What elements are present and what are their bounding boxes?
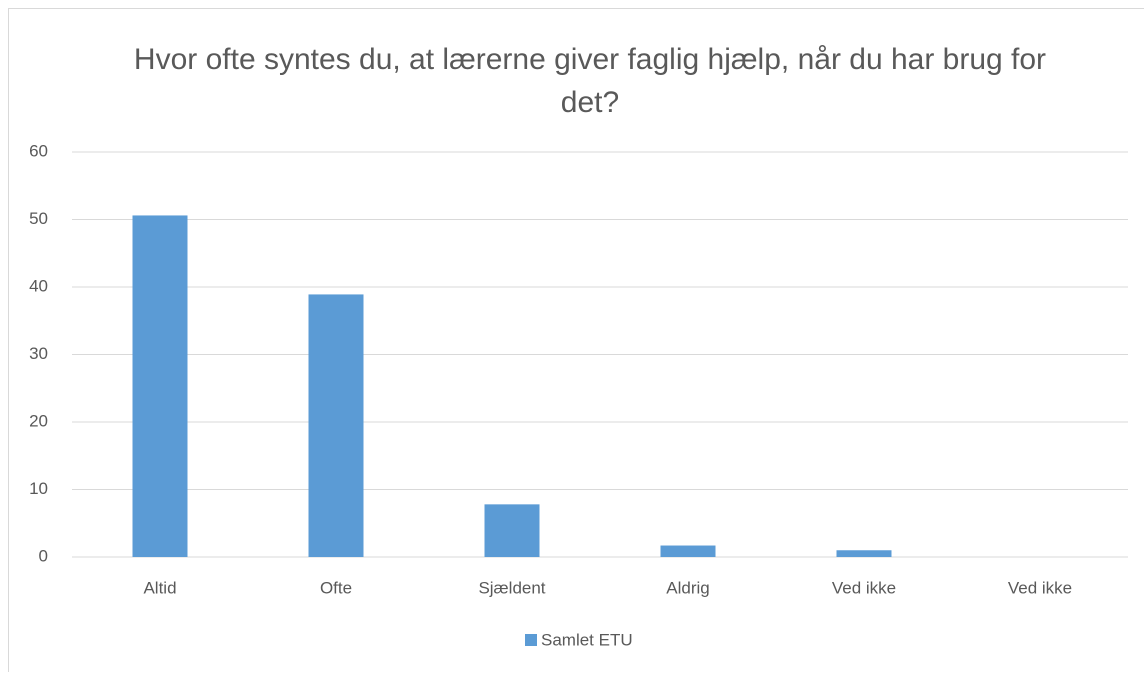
- y-tick-label: 20: [29, 411, 48, 430]
- x-tick-label: Aldrig: [666, 578, 709, 597]
- bar: [836, 550, 892, 557]
- chart-frame: [8, 8, 1144, 672]
- x-tick-label: Ofte: [320, 578, 352, 597]
- bar: [484, 504, 540, 557]
- legend-label: Samlet ETU: [541, 630, 633, 649]
- y-tick-label: 50: [29, 209, 48, 228]
- chart-title: Hvor ofte syntes du, at lærerne giver fa…: [133, 43, 1047, 119]
- bar: [308, 294, 364, 557]
- bar: [132, 215, 188, 557]
- y-tick-label: 10: [29, 479, 48, 498]
- y-tick-label: 0: [39, 546, 48, 565]
- y-tick-label: 60: [29, 141, 48, 160]
- y-tick-label: 40: [29, 276, 48, 295]
- x-tick-label: Ved ikke: [1008, 578, 1072, 597]
- x-tick-label: Altid: [143, 578, 176, 597]
- legend-swatch: [525, 634, 537, 646]
- y-tick-label: 30: [29, 344, 48, 363]
- bar: [660, 545, 716, 557]
- x-tick-label: Ved ikke: [832, 578, 896, 597]
- x-tick-label: Sjældent: [478, 578, 545, 597]
